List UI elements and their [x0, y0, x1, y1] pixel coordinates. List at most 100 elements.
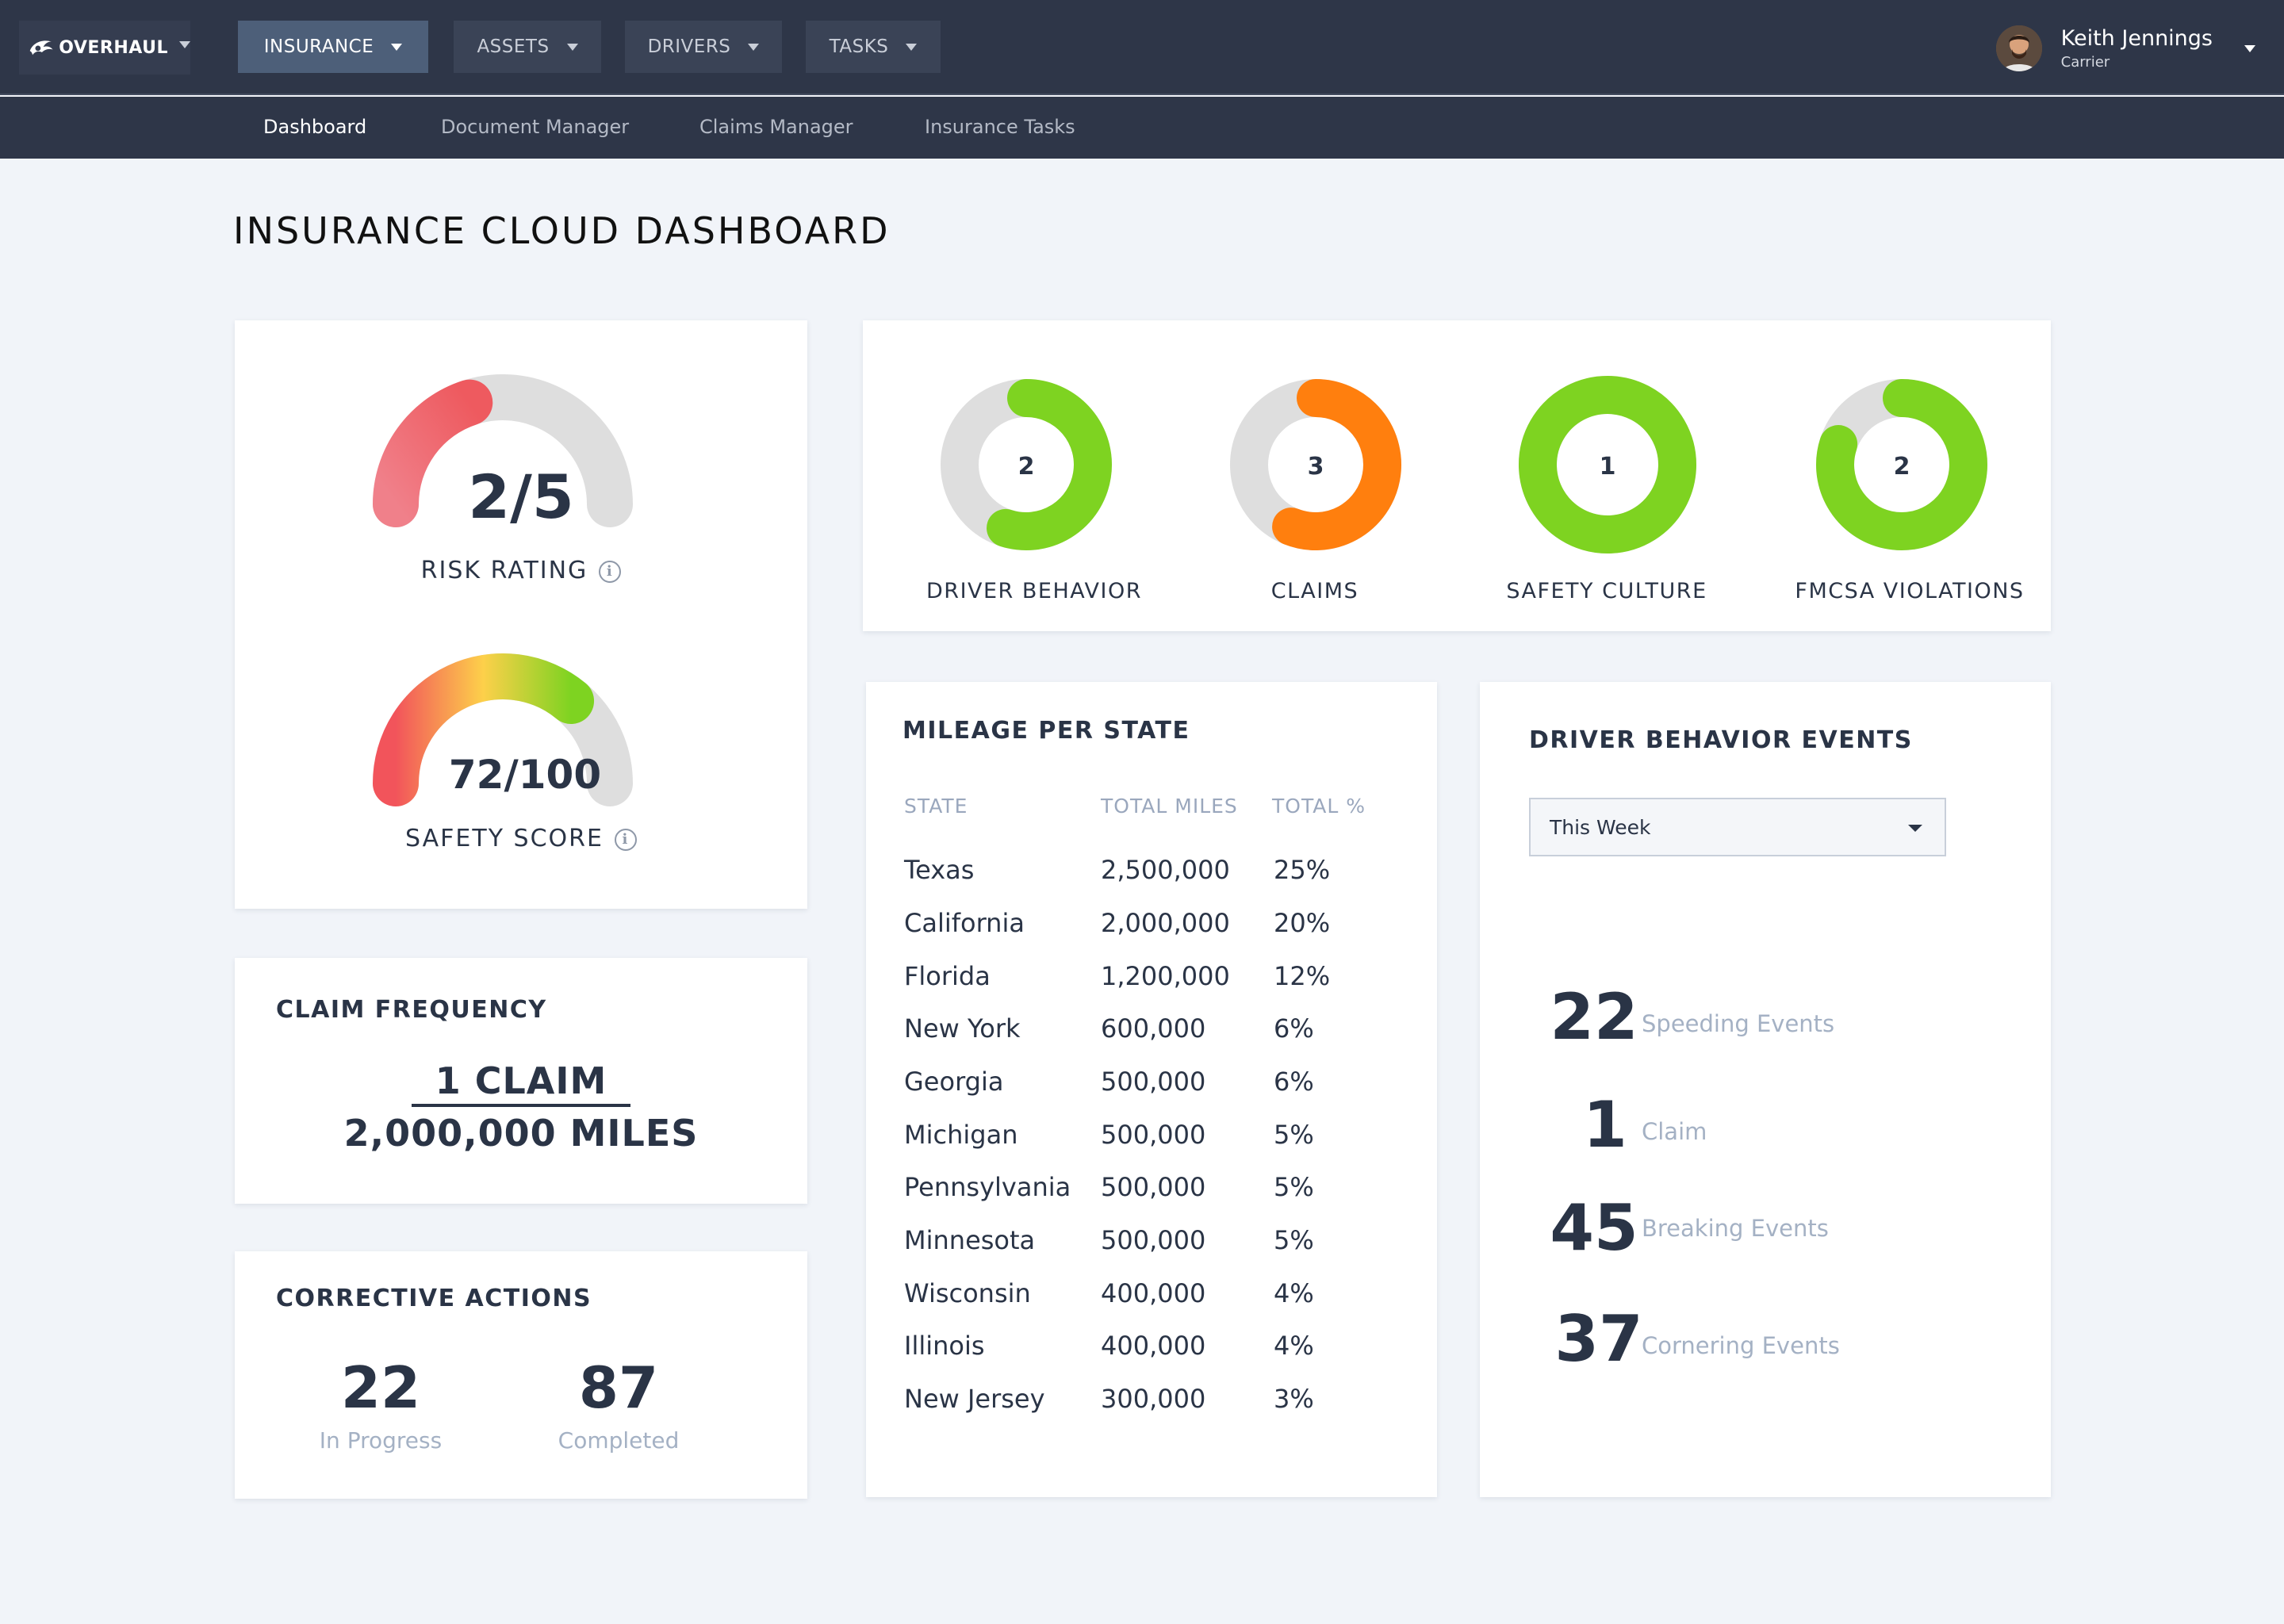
top-bar: OVERHAUL INSURANCE ASSETS DRIVERS TASKS … — [0, 0, 2284, 95]
claim-frequency-denominator: 2,000,000 MILES — [343, 1112, 699, 1155]
risk-gauge-fill — [373, 379, 493, 527]
nav-insurance[interactable]: INSURANCE — [238, 21, 428, 73]
fmcsa-violations-label: FMCSA VIOLATIONS — [1795, 579, 2025, 603]
info-icon[interactable]: i — [599, 560, 622, 583]
gauges-card: 2/5 RISK RATING i 72/100 SAFETY SCORE i — [235, 320, 807, 909]
safety-culture-donut — [1519, 376, 1696, 553]
chevron-down-icon — [748, 43, 760, 51]
pct-cell: 5% — [1274, 1225, 1314, 1255]
miles-cell: 2,500,000 — [1101, 855, 1230, 885]
state-cell: Texas — [904, 855, 975, 885]
driver-behavior-donut — [941, 379, 1112, 550]
header-state: STATE — [904, 795, 968, 818]
driver-behavior-label: DRIVER BEHAVIOR — [926, 579, 1142, 603]
risk-rating-label: RISK RATING — [420, 557, 588, 584]
nav-insurance-label: INSURANCE — [263, 36, 374, 57]
scores-card: 2 3 1 2 DRIVER BEHAVIOR CLAIMS SAFETY CU… — [863, 320, 2051, 631]
in-progress-count: 22 — [340, 1354, 421, 1421]
user-menu[interactable]: Keith Jennings Carrier — [1995, 21, 2255, 76]
donut-fill — [1519, 376, 1696, 553]
brand-menu[interactable]: OVERHAUL — [19, 21, 190, 75]
chevron-down-icon — [2244, 44, 2255, 52]
completed-label: Completed — [558, 1427, 680, 1454]
claim-frequency-card: CLAIM FREQUENCY 1 CLAIM 2,000,000 MILES — [235, 958, 807, 1204]
nav-assets-label: ASSETS — [477, 36, 550, 57]
safety-score-label: SAFETY SCORE — [405, 825, 604, 852]
pct-cell: 6% — [1274, 1013, 1314, 1044]
nav-drivers[interactable]: DRIVERS — [625, 21, 782, 73]
pct-cell: 5% — [1274, 1172, 1314, 1202]
user-photo-icon — [1995, 25, 2042, 71]
speeding-events-label: Speeding Events — [1642, 1010, 1835, 1037]
nav-drivers-label: DRIVERS — [647, 36, 731, 57]
chevron-down-icon — [906, 43, 918, 51]
miles-cell: 400,000 — [1101, 1278, 1206, 1308]
pct-cell: 4% — [1274, 1331, 1314, 1361]
cornering-events-count: 37 — [1554, 1302, 1643, 1376]
donut-fill — [1816, 379, 1987, 550]
gauges-svg — [373, 374, 633, 806]
chevron-down-icon — [179, 40, 190, 48]
breaking-events-label: Breaking Events — [1642, 1215, 1829, 1242]
info-icon[interactable]: i — [614, 828, 637, 851]
miles-cell: 1,200,000 — [1101, 961, 1230, 991]
miles-cell: 2,000,000 — [1101, 908, 1230, 938]
tab-insurance-tasks[interactable]: Insurance Tasks — [925, 116, 1075, 138]
state-cell: Florida — [904, 961, 991, 991]
tab-dashboard[interactable]: Dashboard — [263, 116, 367, 138]
overhaul-logo-icon — [29, 40, 53, 56]
chevron-down-icon — [391, 43, 403, 51]
nav-assets[interactable]: ASSETS — [454, 21, 601, 73]
pct-cell: 20% — [1274, 908, 1331, 938]
brand-name: OVERHAUL — [59, 37, 168, 58]
safety-culture-value: 1 — [1600, 453, 1616, 481]
in-progress-label: In Progress — [319, 1427, 443, 1454]
nav-tasks[interactable]: TASKS — [806, 21, 941, 73]
pct-cell: 4% — [1274, 1278, 1314, 1308]
completed-count: 87 — [578, 1354, 659, 1421]
miles-cell: 500,000 — [1101, 1172, 1206, 1202]
fmcsa-violations-donut — [1816, 379, 1987, 550]
claim-frequency-title: CLAIM FREQUENCY — [276, 996, 547, 1024]
claims-label: CLAIMS — [1270, 579, 1359, 603]
state-cell: California — [904, 908, 1025, 938]
risk-rating-value: 2/5 — [468, 462, 574, 532]
miles-cell: 400,000 — [1101, 1331, 1206, 1361]
state-cell: Wisconsin — [904, 1278, 1031, 1308]
sub-nav: Dashboard Document Manager Claims Manage… — [0, 97, 2284, 159]
pct-cell: 25% — [1274, 855, 1331, 885]
state-cell: Pennsylvania — [904, 1172, 1071, 1202]
period-select[interactable]: This Week — [1529, 798, 1946, 856]
period-select-value: This Week — [1550, 815, 1651, 839]
claim-label: Claim — [1642, 1118, 1707, 1145]
speeding-events-count: 22 — [1550, 980, 1638, 1054]
state-cell: Minnesota — [904, 1225, 1036, 1255]
state-cell: New York — [904, 1013, 1021, 1044]
breaking-events-count: 45 — [1550, 1191, 1638, 1265]
chevron-down-icon — [566, 43, 578, 51]
pct-cell: 3% — [1274, 1384, 1314, 1414]
miles-cell: 500,000 — [1101, 1067, 1206, 1097]
nav-tasks-label: TASKS — [829, 36, 889, 57]
miles-cell: 500,000 — [1101, 1225, 1206, 1255]
user-name: Keith Jennings — [2060, 26, 2213, 51]
risk-rating-label-row: RISK RATING i — [235, 557, 807, 584]
safety-score-label-row: SAFETY SCORE i — [235, 825, 807, 852]
claims-value: 3 — [1308, 453, 1324, 481]
claims-donut — [1230, 379, 1401, 550]
pct-cell: 5% — [1274, 1120, 1314, 1150]
miles-cell: 300,000 — [1101, 1384, 1206, 1414]
fmcsa-violations-value: 2 — [1894, 453, 1910, 481]
miles-cell: 500,000 — [1101, 1120, 1206, 1150]
corrective-actions-title: CORRECTIVE ACTIONS — [276, 1285, 592, 1312]
avatar — [1995, 25, 2042, 71]
header-total-pct: TOTAL % — [1272, 795, 1366, 818]
mileage-title: MILEAGE PER STATE — [902, 717, 1190, 745]
claim-frequency-ratio: 1 CLAIM — [235, 1059, 807, 1107]
driver-events-title: DRIVER BEHAVIOR EVENTS — [1529, 726, 1913, 754]
header-total-miles: TOTAL MILES — [1101, 795, 1238, 818]
tab-claims-manager[interactable]: Claims Manager — [699, 116, 853, 138]
claim-count: 1 — [1583, 1088, 1627, 1162]
tab-document-manager[interactable]: Document Manager — [441, 116, 630, 138]
safety-culture-label: SAFETY CULTURE — [1506, 579, 1707, 603]
